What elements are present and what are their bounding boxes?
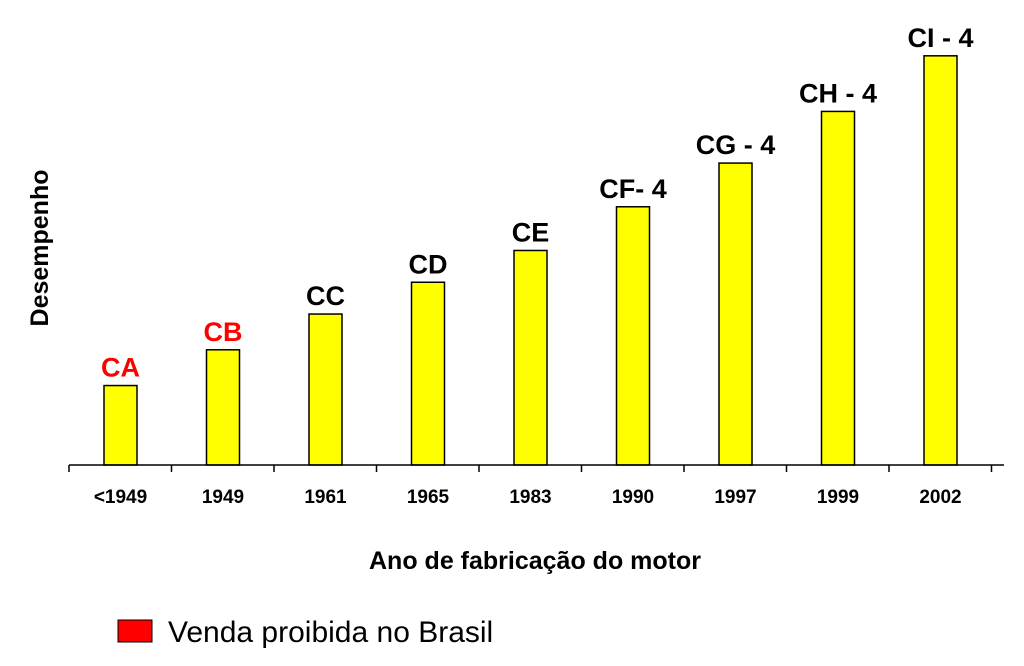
bars-group [103,55,958,466]
x-tick-label: <1949 [94,487,147,508]
x-tick-label: 1999 [817,487,859,508]
x-tick-label: 1997 [714,487,756,508]
bar-label: CD [409,249,448,279]
y-axis-title: Desempenho [26,170,54,327]
x-axis-tick-labels: <1949 1949 1961 1965 1983 1990 1997 1999 2002 [94,487,962,508]
bar-label: CA [101,353,140,383]
x-tick-label: 1949 [202,487,244,508]
x-tick-label: 1965 [407,487,450,508]
bar-label: CF- 4 [599,174,667,204]
bar [923,55,958,466]
bar [103,384,138,466]
x-tick-label: 1990 [612,487,654,508]
bar [820,110,856,466]
bar-label: CE [512,217,550,247]
bar-label: CC [306,281,345,311]
x-axis-ticks [68,465,993,472]
bar-label: CB [204,317,243,347]
bar [308,313,343,466]
bar-label: CH - 4 [799,78,877,108]
bar [205,349,241,466]
bar [410,281,446,466]
x-tick-label: 2002 [919,487,961,508]
bar [615,206,651,466]
legend-swatch [117,619,153,643]
x-axis-title: Ano de fabricação do motor [369,547,701,575]
legend: Venda proibida no Brasil [117,616,493,649]
bar-label: CI - 4 [907,23,973,53]
bar-labels-group: CA CB CC CD CE CF- 4 CG - 4 CH - 4 CI - 4 [101,23,974,383]
bar [718,162,753,466]
legend-label: Venda proibida no Brasil [168,616,493,649]
x-tick-label: 1961 [304,487,347,508]
bar-label: CG - 4 [696,130,776,160]
bar [513,249,548,466]
x-tick-label: 1983 [509,487,551,508]
